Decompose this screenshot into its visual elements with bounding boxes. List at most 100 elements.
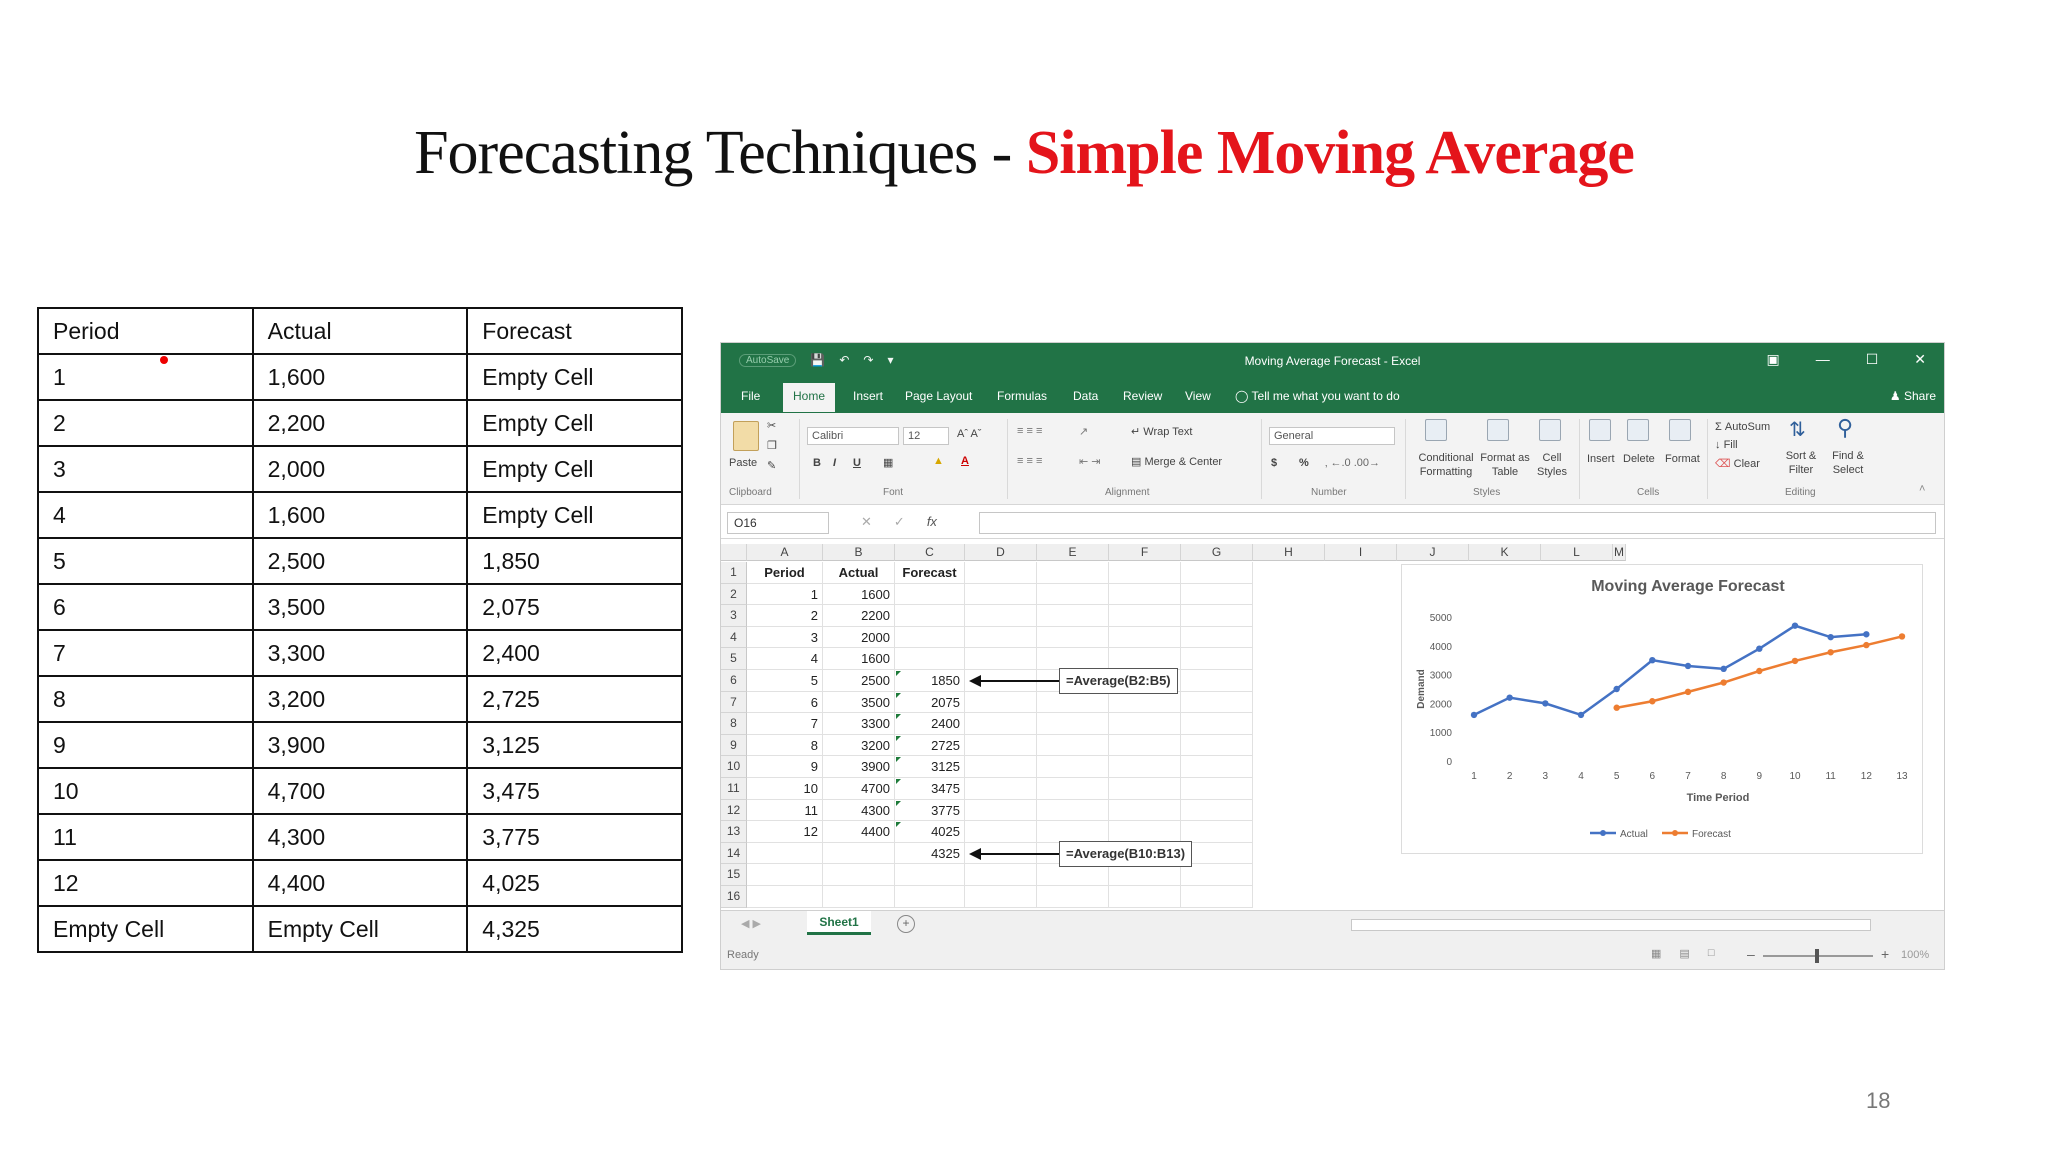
row-header[interactable]: 7 (721, 691, 747, 714)
tell-me-search[interactable]: ◯ Tell me what you want to do (1235, 389, 1400, 403)
worksheet-cell[interactable] (1181, 562, 1253, 584)
italic-button[interactable]: I (833, 457, 837, 469)
worksheet-cell[interactable] (965, 778, 1037, 800)
sheet-tab-sheet1[interactable]: Sheet1 (807, 911, 871, 935)
sort-filter-button[interactable]: Sort & Filter (1785, 450, 1817, 476)
tab-review[interactable]: Review (1123, 389, 1163, 403)
worksheet-cell[interactable] (965, 799, 1037, 822)
sheet-scroll-arrows[interactable]: ◀ ▶ (741, 918, 761, 930)
sheet-header-cell[interactable]: Forecast (895, 562, 965, 584)
period-cell[interactable]: 4 (747, 648, 823, 670)
tab-home[interactable]: Home (783, 383, 836, 412)
worksheet-cell[interactable] (1181, 670, 1253, 692)
worksheet-cell[interactable] (1037, 691, 1109, 714)
column-header[interactable]: G (1181, 544, 1253, 561)
worksheet-cell[interactable] (1109, 864, 1181, 886)
period-cell[interactable]: 3 (747, 626, 823, 649)
row-header[interactable]: 15 (721, 864, 747, 886)
comma-style-icon[interactable]: ‚ ←.0 .00→ (1325, 457, 1381, 469)
worksheet-cell[interactable] (1181, 778, 1253, 800)
worksheet-cell[interactable] (1037, 583, 1109, 606)
forecast-cell[interactable]: 2725 (895, 734, 965, 757)
worksheet-cell[interactable] (747, 842, 823, 865)
worksheet-cell[interactable] (1109, 886, 1181, 908)
format-painter-icon[interactable]: ✎ (767, 460, 777, 472)
worksheet-cell[interactable] (1181, 821, 1253, 843)
customize-icon[interactable]: ▾ (887, 353, 894, 367)
cut-icon[interactable]: ✂ (767, 420, 777, 432)
bold-button[interactable]: B (813, 457, 821, 469)
conditional-formatting-button[interactable]: Conditional Formatting (1418, 452, 1474, 478)
actual-cell[interactable]: 2200 (823, 605, 895, 627)
worksheet-cell[interactable] (1109, 562, 1181, 584)
worksheet-cell[interactable] (965, 713, 1037, 735)
period-cell[interactable]: 5 (747, 670, 823, 692)
worksheet-cell[interactable] (1109, 691, 1181, 714)
worksheet-cell[interactable] (823, 842, 895, 865)
wrap-text-button[interactable]: ↵ Wrap Text (1131, 425, 1192, 438)
clear-button[interactable]: ⌫ Clear (1715, 457, 1760, 470)
sheet-header-cell[interactable]: Actual (823, 562, 895, 584)
actual-cell[interactable]: 2000 (823, 626, 895, 649)
font-name-select[interactable]: Calibri (807, 427, 899, 445)
cell-styles-button[interactable]: Cell Styles (1537, 452, 1567, 478)
worksheet-cell[interactable] (747, 886, 823, 908)
row-header[interactable]: 4 (721, 626, 747, 649)
worksheet-cell[interactable] (965, 626, 1037, 649)
grow-font-icon[interactable]: Aˆ Aˇ (957, 428, 982, 440)
worksheet-cell[interactable] (1181, 864, 1253, 886)
worksheet-cell[interactable] (1109, 583, 1181, 606)
worksheet-cell[interactable] (1109, 821, 1181, 843)
paste-button[interactable]: Paste (729, 457, 758, 469)
indent-icon[interactable]: ⇤ ⇥ (1079, 456, 1101, 468)
forecast-cell[interactable]: 1850 (895, 670, 965, 692)
worksheet-cell[interactable] (965, 583, 1037, 606)
worksheet-cell[interactable] (965, 864, 1037, 886)
normal-view-icon[interactable]: ▦ (1651, 948, 1662, 960)
worksheet-cell[interactable] (1037, 626, 1109, 649)
worksheet-cell[interactable] (1181, 842, 1253, 865)
period-cell[interactable]: 9 (747, 756, 823, 778)
row-header[interactable]: 10 (721, 756, 747, 778)
worksheet-cell[interactable] (1037, 799, 1109, 822)
row-header[interactable]: 5 (721, 648, 747, 670)
worksheet-cell[interactable] (1181, 605, 1253, 627)
chart-frame[interactable]: Moving Average Forecast 0 1000 2000 3000 4000… (1401, 564, 1923, 854)
worksheet-cell[interactable] (965, 648, 1037, 670)
share-button[interactable]: ♟ Share (1890, 389, 1936, 403)
formula-input[interactable] (979, 512, 1936, 534)
autosum-button[interactable]: Σ AutoSum (1715, 421, 1770, 433)
worksheet-cell[interactable] (747, 864, 823, 886)
row-header[interactable]: 8 (721, 713, 747, 735)
maximize-icon[interactable]: ☐ (1865, 351, 1879, 367)
fill-button[interactable]: ↓ Fill (1715, 439, 1738, 451)
column-header[interactable]: L (1541, 544, 1613, 561)
insert-cells-icon[interactable] (1589, 419, 1611, 441)
forecast-cell[interactable]: 2075 (895, 691, 965, 714)
borders-icon[interactable]: ▦ (883, 457, 894, 469)
worksheet-cell[interactable] (965, 605, 1037, 627)
row-header[interactable]: 16 (721, 886, 747, 908)
worksheet-cell[interactable] (1109, 756, 1181, 778)
fill-color-icon[interactable]: ▲ (933, 455, 944, 467)
underline-button[interactable]: U (853, 457, 861, 469)
worksheet-cell[interactable] (1109, 648, 1181, 670)
column-header[interactable]: J (1397, 544, 1469, 561)
worksheet-cell[interactable] (965, 756, 1037, 778)
cell-styles-icon[interactable] (1539, 419, 1561, 441)
ribbon-display-icon[interactable]: ▣ (1766, 351, 1780, 367)
column-header[interactable]: B (823, 544, 895, 561)
worksheet-cell[interactable] (1037, 886, 1109, 908)
column-header[interactable]: I (1325, 544, 1397, 561)
worksheet-cell[interactable] (965, 691, 1037, 714)
actual-cell[interactable]: 1600 (823, 648, 895, 670)
column-header[interactable]: D (965, 544, 1037, 561)
format-as-table-icon[interactable] (1487, 419, 1509, 441)
period-cell[interactable]: 10 (747, 778, 823, 800)
worksheet-cell[interactable] (1181, 799, 1253, 822)
actual-cell[interactable]: 4300 (823, 799, 895, 822)
worksheet-cell[interactable] (1109, 605, 1181, 627)
worksheet-cell[interactable] (1181, 756, 1253, 778)
row-header[interactable]: 1 (721, 562, 747, 584)
merge-center-button[interactable]: ▤ Merge & Center (1131, 455, 1222, 468)
